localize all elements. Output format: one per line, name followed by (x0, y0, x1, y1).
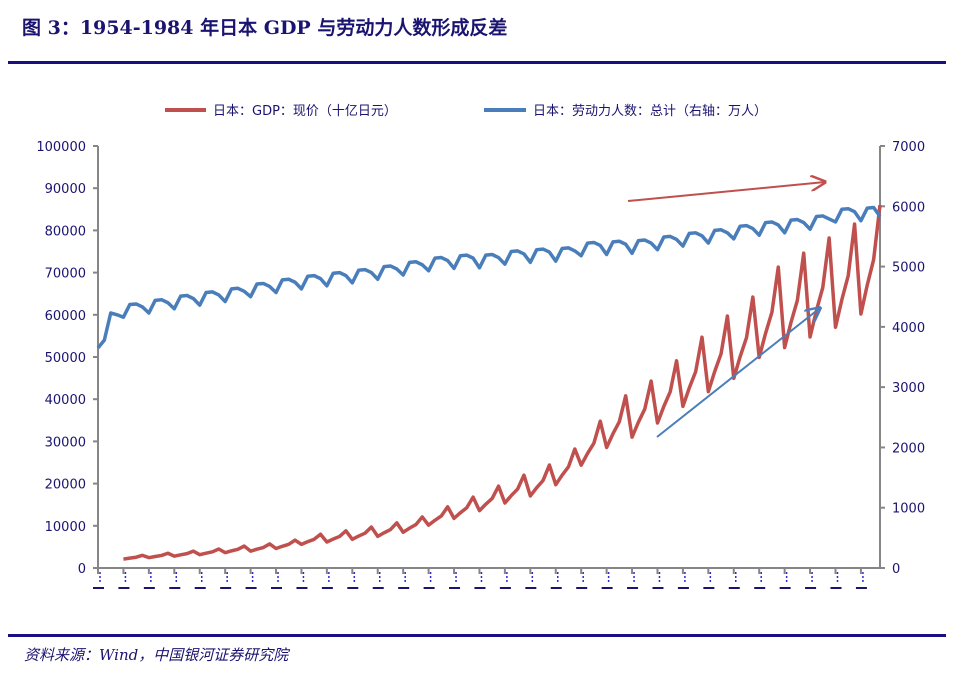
right-tick-label: 5000 (892, 261, 925, 276)
legend-label-labor: 日本：劳动力人数：总计（右轴：万人） (533, 103, 767, 119)
right-tick-label: 0 (892, 562, 900, 577)
series-line-labor (96, 205, 882, 350)
left-tick-label: 10000 (45, 520, 86, 535)
left-tick-label: 50000 (45, 351, 86, 366)
figure-title: 图 3：1954-1984 年日本 GDP 与劳动力人数形成反差 (22, 17, 508, 39)
right-tick-label: 4000 (892, 321, 925, 336)
right-tick-label: 1000 (892, 502, 925, 517)
left-tick-label: 60000 (45, 309, 86, 324)
right-tick-label: 7000 (892, 140, 925, 155)
chart: 日本：GDP：现价（十亿日元） 日本：劳动力人数：总计（右轴：万人） 0 1000… (36, 103, 925, 589)
left-tick-label: 20000 (45, 478, 86, 493)
left-tick-label: 70000 (45, 267, 86, 282)
left-tick-label: 40000 (45, 393, 86, 408)
left-tick-label: 90000 (45, 182, 86, 197)
source-note: 资料来源：Wind，中国银河证券研究院 (24, 646, 289, 664)
left-tick-label: 80000 (45, 224, 86, 239)
right-tick-label: 6000 (892, 200, 925, 215)
legend: 日本：GDP：现价（十亿日元） 日本：劳动力人数：总计（右轴：万人） (165, 103, 767, 119)
left-tick-label: 30000 (45, 435, 86, 450)
left-tick-label: 0 (78, 562, 86, 577)
header-rule (8, 61, 946, 64)
right-tick-label: 3000 (892, 381, 925, 396)
right-tick-label: 2000 (892, 441, 925, 456)
legend-label-gdp: 日本：GDP：现价（十亿日元） (213, 104, 397, 119)
left-tick-label: 100000 (36, 140, 86, 155)
series-line-gdp (123, 204, 882, 561)
trend-arrow-labor-flat (627, 182, 825, 202)
trend-arrow-gdp-rising (656, 308, 820, 438)
footer-rule (8, 634, 946, 637)
